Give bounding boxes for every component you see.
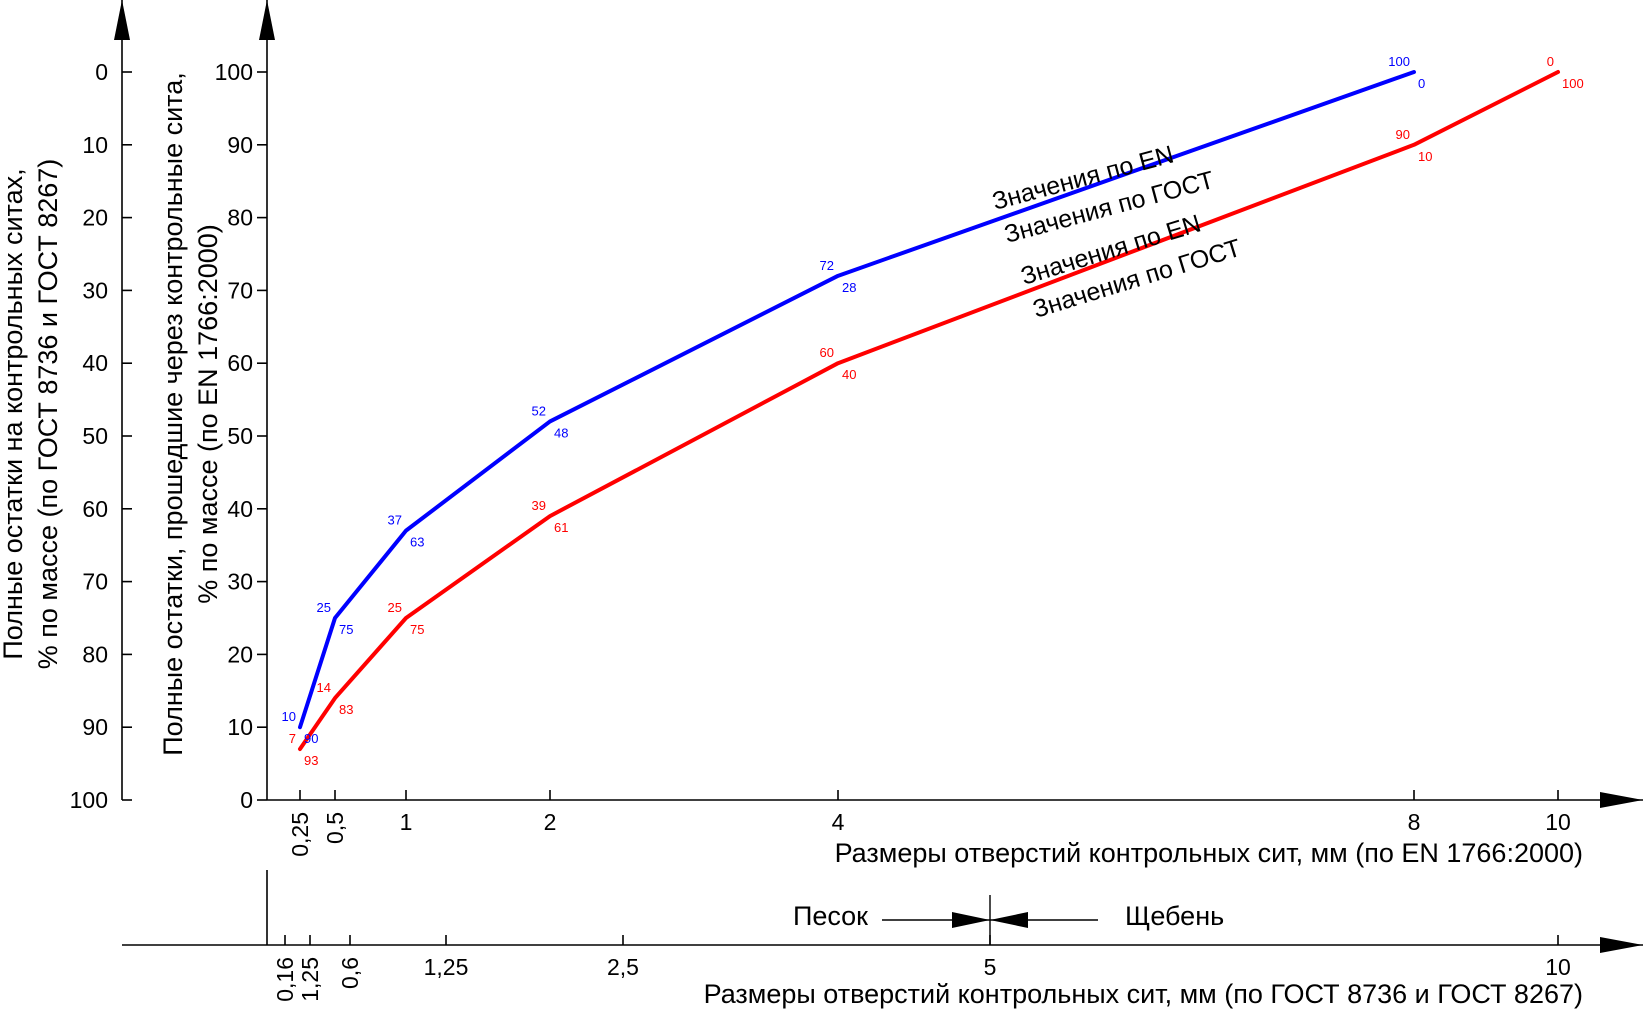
series-en-label-blue: 52 bbox=[532, 403, 546, 418]
y-outer-tick-label: 100 bbox=[70, 787, 108, 813]
series-gost-label-red: 100 bbox=[1562, 76, 1584, 91]
x-bottom-tick-label: 2,5 bbox=[607, 954, 639, 980]
y-inner-tick-label: 90 bbox=[227, 132, 253, 158]
y-inner-tick-label: 30 bbox=[227, 569, 253, 595]
y-axis-inner-arrow bbox=[259, 0, 275, 40]
series-en-label-red: 90 bbox=[1396, 127, 1410, 142]
y-outer-title-line2: % по массе (по ГОСТ 8736 и ГОСТ 8267) bbox=[33, 159, 63, 669]
zone-gravel-label: Щебень bbox=[1125, 901, 1224, 931]
series-point-red bbox=[333, 696, 337, 700]
series-gost-label-blue: 0 bbox=[1418, 76, 1425, 91]
zone-gravel-arrowhead bbox=[990, 912, 1028, 928]
series-layer bbox=[298, 70, 1560, 752]
series-gost-label-blue: 63 bbox=[410, 535, 424, 550]
series-gost-label-red: 61 bbox=[554, 520, 568, 535]
series-en-label-red: 25 bbox=[388, 600, 402, 615]
series-point-blue bbox=[298, 725, 302, 729]
series-line-red bbox=[298, 70, 1560, 752]
series-point-red bbox=[836, 361, 840, 365]
y-outer-tick-label: 60 bbox=[82, 496, 108, 522]
x-bottom-tick-label: 0,6 bbox=[337, 957, 363, 989]
y-inner-tick-label: 20 bbox=[227, 641, 253, 667]
y-inner-tick-label: 0 bbox=[240, 787, 253, 813]
y-outer-tick-label: 40 bbox=[82, 350, 108, 376]
y-inner-tick-label: 40 bbox=[227, 496, 253, 522]
y-inner-title-line2: % по массе (по EN 1766:2000) bbox=[193, 224, 223, 604]
series-en-label-blue: 72 bbox=[820, 258, 834, 273]
series-gost-label-red: 83 bbox=[339, 702, 353, 717]
x-bottom-tick-label: 1,25 bbox=[424, 954, 469, 980]
y-outer-tick-label: 80 bbox=[82, 641, 108, 667]
series-en-label-blue: 10 bbox=[282, 709, 296, 724]
labels-layer: 1090257537635248722810007931483257539616… bbox=[282, 54, 1584, 768]
x-axis-bottom-arrow bbox=[1600, 937, 1643, 953]
y-inner-tick-label: 70 bbox=[227, 277, 253, 303]
series-en-label-red: 7 bbox=[289, 731, 296, 746]
y-inner-tick-label: 80 bbox=[227, 205, 253, 231]
series-gost-label-red: 93 bbox=[304, 753, 318, 768]
x-top-tick-label: 8 bbox=[1408, 809, 1421, 835]
x-top-tick-label: 0,25 bbox=[287, 812, 313, 857]
series-line-blue bbox=[298, 70, 1416, 730]
series-point-red bbox=[404, 616, 408, 620]
axes bbox=[114, 0, 1643, 953]
series-point-blue bbox=[333, 616, 337, 620]
x-top-tick-label: 1 bbox=[400, 809, 413, 835]
series-en-label-blue: 25 bbox=[317, 600, 331, 615]
zone-sand-arrowhead bbox=[952, 912, 990, 928]
series-gost-label-blue: 48 bbox=[554, 425, 568, 440]
y-inner-title-line1: Полные остатки, прошедшие через контроль… bbox=[158, 72, 188, 756]
zone-sand-label: Песок bbox=[793, 901, 868, 931]
y-outer-tick-label: 30 bbox=[82, 277, 108, 303]
series-point-red bbox=[1412, 143, 1416, 147]
series-point-blue bbox=[404, 529, 408, 533]
y-inner-tick-label: 60 bbox=[227, 350, 253, 376]
y-inner-tick-label: 10 bbox=[227, 714, 253, 740]
y-outer-tick-label: 90 bbox=[82, 714, 108, 740]
series-point-blue bbox=[1412, 70, 1416, 74]
x-bottom-tick-label: 1,25 bbox=[297, 957, 323, 1002]
series-point-blue bbox=[548, 419, 552, 423]
series-gost-label-blue: 28 bbox=[842, 280, 856, 295]
y-outer-tick-label: 50 bbox=[82, 423, 108, 449]
series-point-blue bbox=[836, 274, 840, 278]
series-gost-label-blue: 90 bbox=[304, 731, 318, 746]
series-en-label-red: 0 bbox=[1547, 54, 1554, 69]
y-inner-tick-label: 50 bbox=[227, 423, 253, 449]
y-outer-title-line1: Полные остатки на контрольных ситах, bbox=[0, 168, 28, 659]
x-axis-top-arrow bbox=[1600, 792, 1643, 808]
series-en-label-blue: 37 bbox=[388, 513, 402, 528]
series-point-red bbox=[548, 514, 552, 518]
series-en-label-red: 60 bbox=[820, 345, 834, 360]
x-top-tick-label: 10 bbox=[1545, 809, 1571, 835]
y-inner-tick-label: 100 bbox=[215, 59, 253, 85]
x-bottom-tick-label: 5 bbox=[984, 954, 997, 980]
y-outer-tick-label: 10 bbox=[82, 132, 108, 158]
zone-boundary: Песок Щебень bbox=[793, 895, 1224, 945]
x-top-title: Размеры отверстий контрольных сит, мм (п… bbox=[835, 838, 1583, 868]
series-gost-label-red: 10 bbox=[1418, 149, 1432, 164]
y-outer-tick-label: 70 bbox=[82, 569, 108, 595]
y-outer-tick-label: 0 bbox=[95, 59, 108, 85]
series-point-red bbox=[298, 747, 302, 751]
series-gost-label-blue: 75 bbox=[339, 622, 353, 637]
series-en-label-red: 39 bbox=[532, 498, 546, 513]
x-top-tick-label: 0,5 bbox=[322, 812, 348, 844]
series-en-label-red: 14 bbox=[317, 680, 331, 695]
series-gost-label-red: 40 bbox=[842, 367, 856, 382]
x-top-tick-label: 2 bbox=[544, 809, 557, 835]
series-gost-label-red: 75 bbox=[410, 622, 424, 637]
y-outer-tick-label: 20 bbox=[82, 205, 108, 231]
series-en-label-blue: 100 bbox=[1388, 54, 1410, 69]
x-bottom-tick-label: 10 bbox=[1545, 954, 1571, 980]
series-point-red bbox=[1556, 70, 1560, 74]
x-bottom-title: Размеры отверстий контрольных сит, мм (п… bbox=[704, 979, 1583, 1009]
x-bottom-tick-label: 0,16 bbox=[272, 957, 298, 1002]
x-top-tick-label: 4 bbox=[832, 809, 845, 835]
y-axis-outer-arrow bbox=[114, 0, 130, 40]
